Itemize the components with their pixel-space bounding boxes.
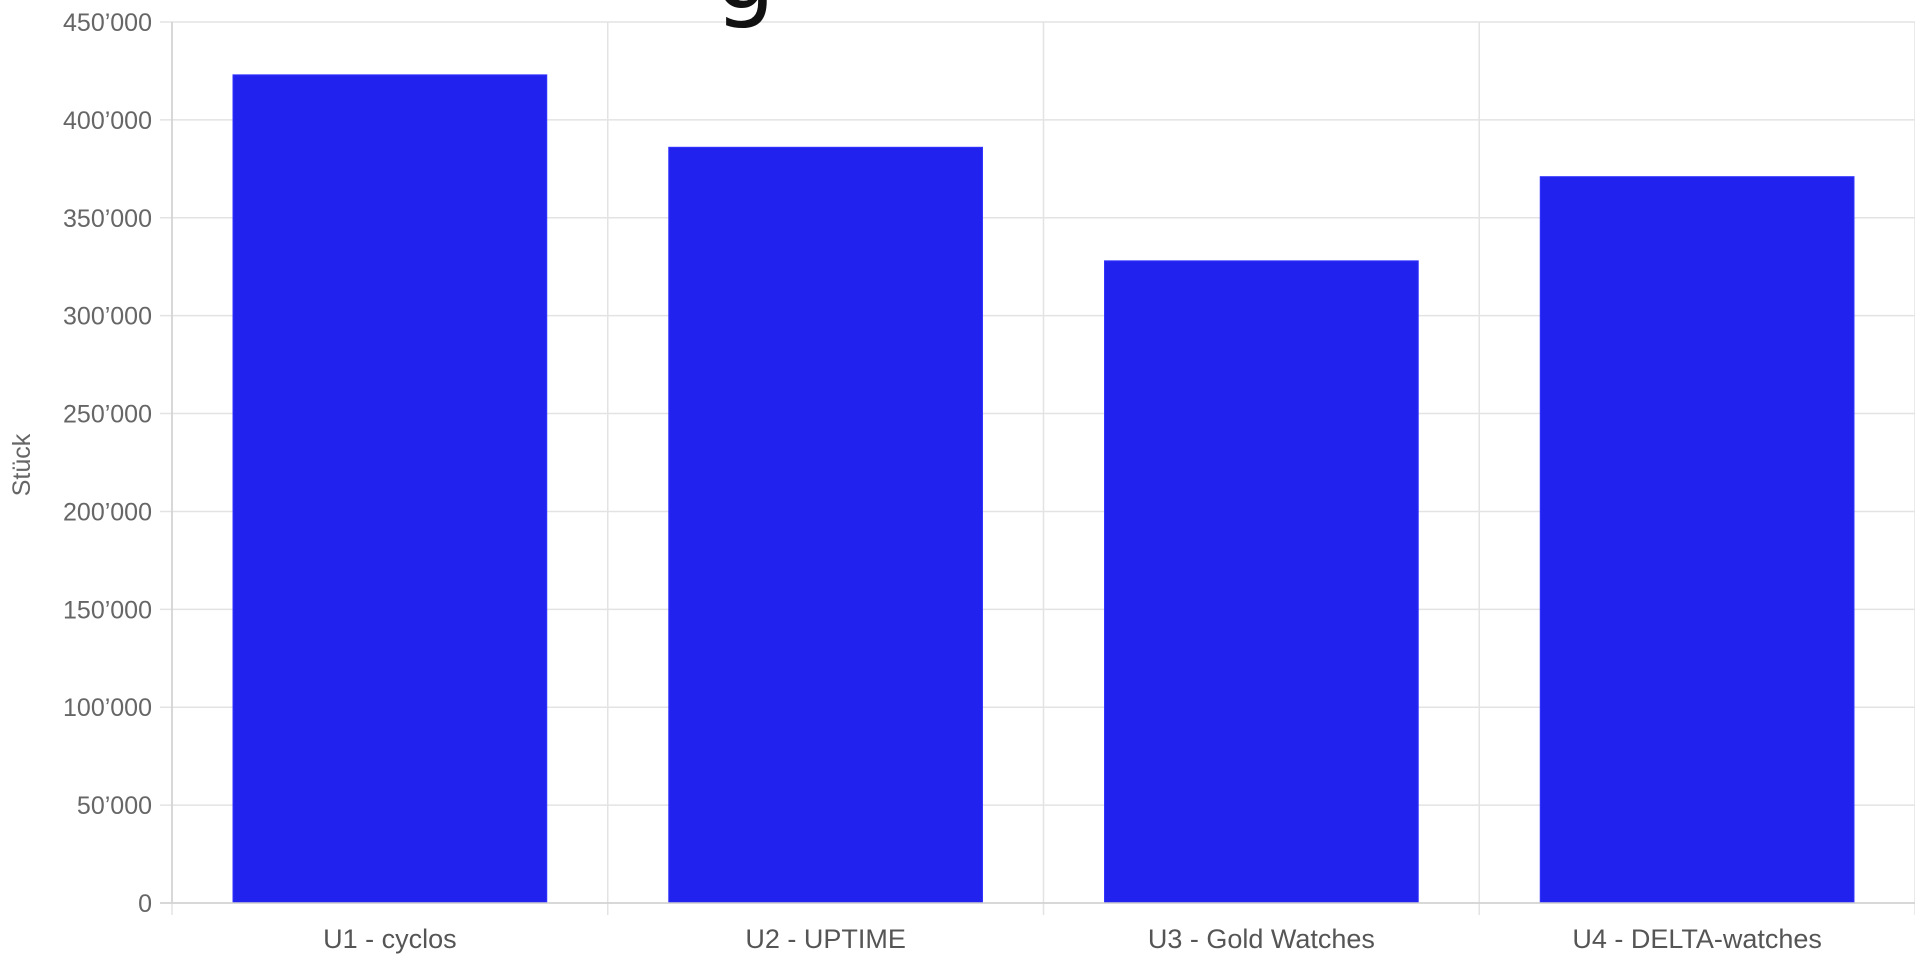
x-tick-label: U3 - Gold Watches (1148, 924, 1375, 954)
axes (160, 22, 1915, 904)
y-tick-label: 450’000 (63, 9, 152, 37)
y-axis-label: Stück (8, 433, 36, 496)
y-tick-label: 400’000 (63, 107, 152, 135)
y-tick-label: 50’000 (77, 792, 152, 820)
y-tick-label: 100’000 (63, 694, 152, 722)
y-tick-label: 0 (138, 890, 152, 918)
bar (232, 74, 548, 904)
x-tick-label: U4 - DELTA-watches (1572, 924, 1822, 954)
chart-title-fragment: g (715, 0, 776, 31)
y-tick-label: 250’000 (63, 401, 152, 429)
bar (1104, 260, 1419, 904)
y-tick-label: 150’000 (63, 596, 152, 624)
y-tick-labels: 0 50’000 100’000 150’000 200’000 250’000 300’0… (63, 9, 152, 918)
x-tick-label: U1 - cyclos (323, 924, 457, 954)
x-tick-label: U2 - UPTIME (745, 924, 906, 954)
bars (232, 74, 1855, 904)
y-tick-label: 200’000 (63, 498, 152, 526)
y-tick-label: 300’000 (63, 303, 152, 331)
x-tick-labels: U1 - cyclos U2 - UPTIME U3 - Gold Watches U… (323, 924, 1822, 954)
bar (1539, 176, 1855, 904)
bar (668, 146, 983, 904)
y-tick-label: 350’000 (63, 205, 152, 233)
